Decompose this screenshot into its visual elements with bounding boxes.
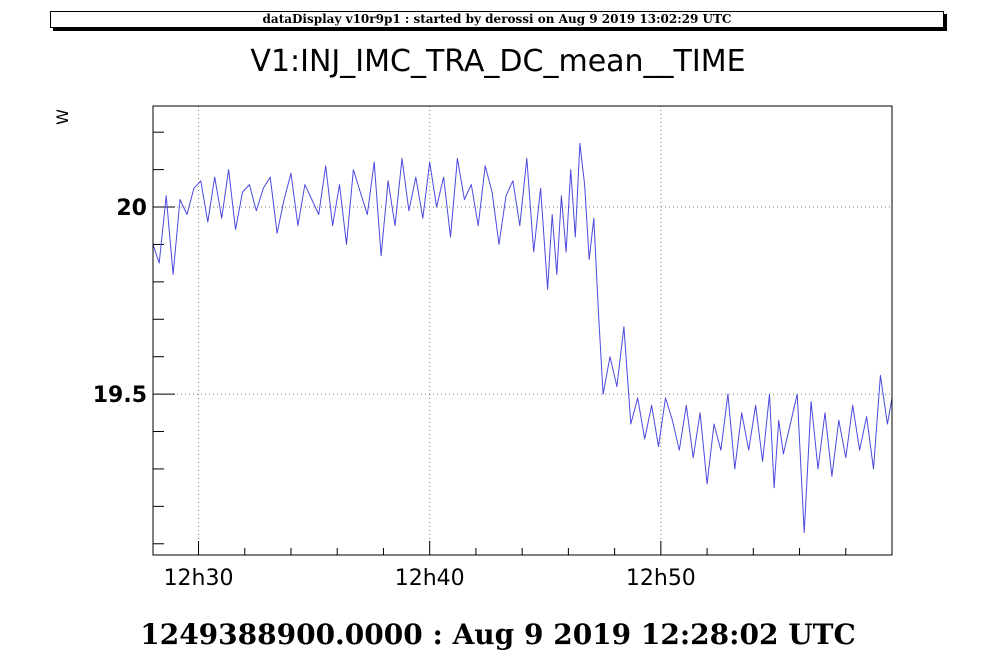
series-line xyxy=(152,142,893,534)
y-tick-label: 20 xyxy=(116,196,147,221)
chart-title: V1:INJ_IMC_TRA_DC_mean__TIME xyxy=(250,44,746,79)
header-box: dataDisplay v10r9p1 : started by derossi… xyxy=(50,11,944,28)
tick-labels: 12h30 12h40 12h50 20 19.5 xyxy=(93,196,696,591)
y-tick-label: 19.5 xyxy=(93,383,147,408)
plot-frame xyxy=(152,105,893,556)
x-tick-label: 12h40 xyxy=(395,566,465,591)
header-text: dataDisplay v10r9p1 : started by derossi… xyxy=(262,12,732,26)
x-tick-label: 12h30 xyxy=(164,566,234,591)
footer-timestamp: 1249388900.0000 : Aug 9 2019 12:28:02 UT… xyxy=(140,618,856,651)
grid-lines xyxy=(153,106,892,555)
axis-ticks xyxy=(153,131,847,555)
y-axis-label: W xyxy=(53,109,72,125)
x-tick-label: 12h50 xyxy=(626,566,696,591)
series-layer xyxy=(152,142,893,534)
